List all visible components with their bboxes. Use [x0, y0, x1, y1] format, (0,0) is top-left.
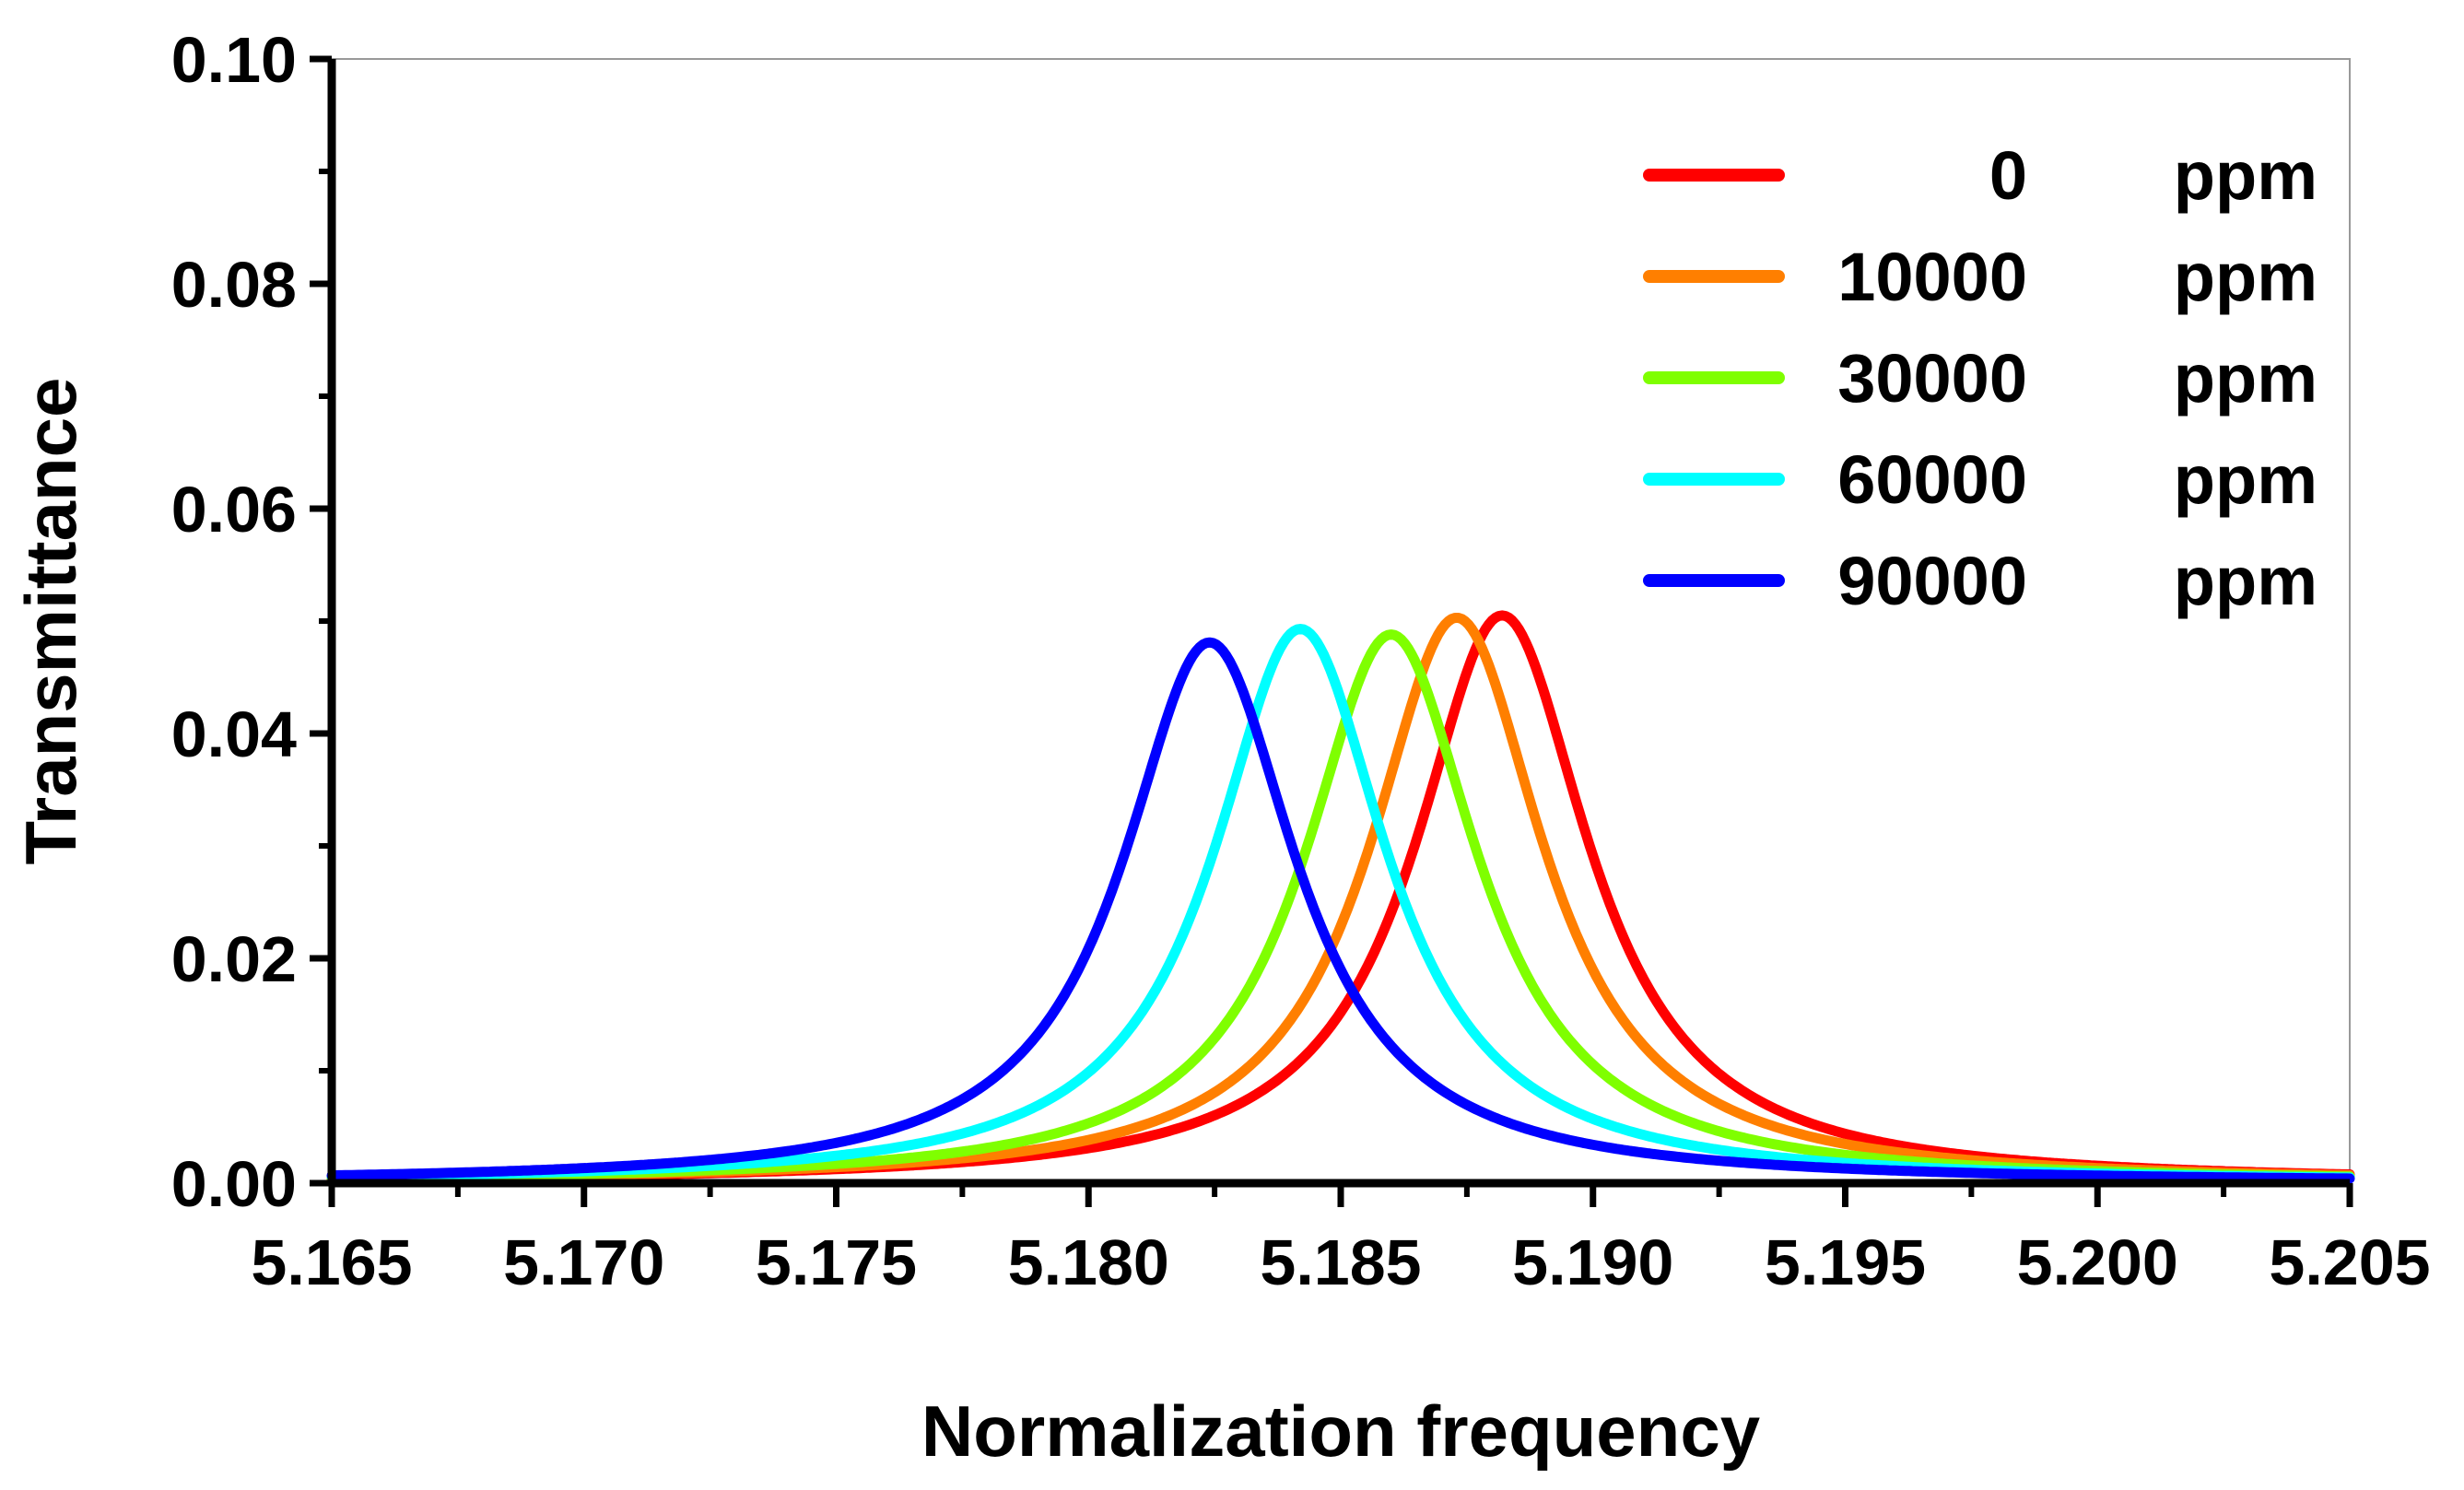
legend-unit: ppm [2174, 543, 2317, 619]
legend-label-90000: 90000 [1837, 543, 2027, 619]
y-tick-label: 0.10 [171, 24, 297, 96]
axis-ticks [310, 55, 2353, 1207]
legend-unit: ppm [2174, 239, 2317, 315]
legend-label-60000: 60000 [1837, 441, 2027, 518]
legend-unit: ppm [2174, 441, 2317, 518]
legend-unit: ppm [2174, 137, 2317, 214]
x-tick-label: 5.190 [1512, 1226, 1673, 1298]
legend-unit: ppm [2174, 340, 2317, 416]
y-tick-label: 0.08 [171, 249, 297, 321]
series-line-30000 [326, 629, 2355, 1183]
x-axis-title: Normalization frequency [921, 1390, 1760, 1472]
x-tick-label: 5.180 [1008, 1226, 1169, 1298]
series-curves [326, 610, 2355, 1184]
y-axis-title: Transmittance [10, 378, 91, 865]
x-tick-label: 5.185 [1260, 1226, 1421, 1298]
x-tick-label: 5.170 [503, 1226, 664, 1298]
x-tick-label: 5.195 [1765, 1226, 1926, 1298]
x-tick-label: 5.205 [2269, 1226, 2430, 1298]
legend-label-30000: 30000 [1837, 340, 2027, 416]
series-line-90000 [326, 637, 2355, 1184]
x-tick-label: 5.200 [2017, 1226, 2178, 1298]
y-tick-label: 0.02 [171, 923, 297, 995]
series-line-60000 [326, 624, 2355, 1183]
x-tick-label: 5.175 [756, 1226, 917, 1298]
y-tick-label: 0.00 [171, 1148, 297, 1220]
x-tick-label: 5.165 [251, 1226, 412, 1298]
legend: 0 ppm 10000 ppm 30000 ppm 60000 ppm 90000 ppm [1643, 137, 2317, 619]
legend-label-0: 0 [1989, 137, 2027, 214]
tick-labels: 5.165 5.170 5.175 5.180 5.185 5.190 5.195 5.200… [171, 24, 2431, 1298]
y-tick-label: 0.04 [171, 698, 297, 770]
legend-label-10000: 10000 [1837, 239, 2027, 315]
y-tick-label: 0.06 [171, 474, 297, 546]
